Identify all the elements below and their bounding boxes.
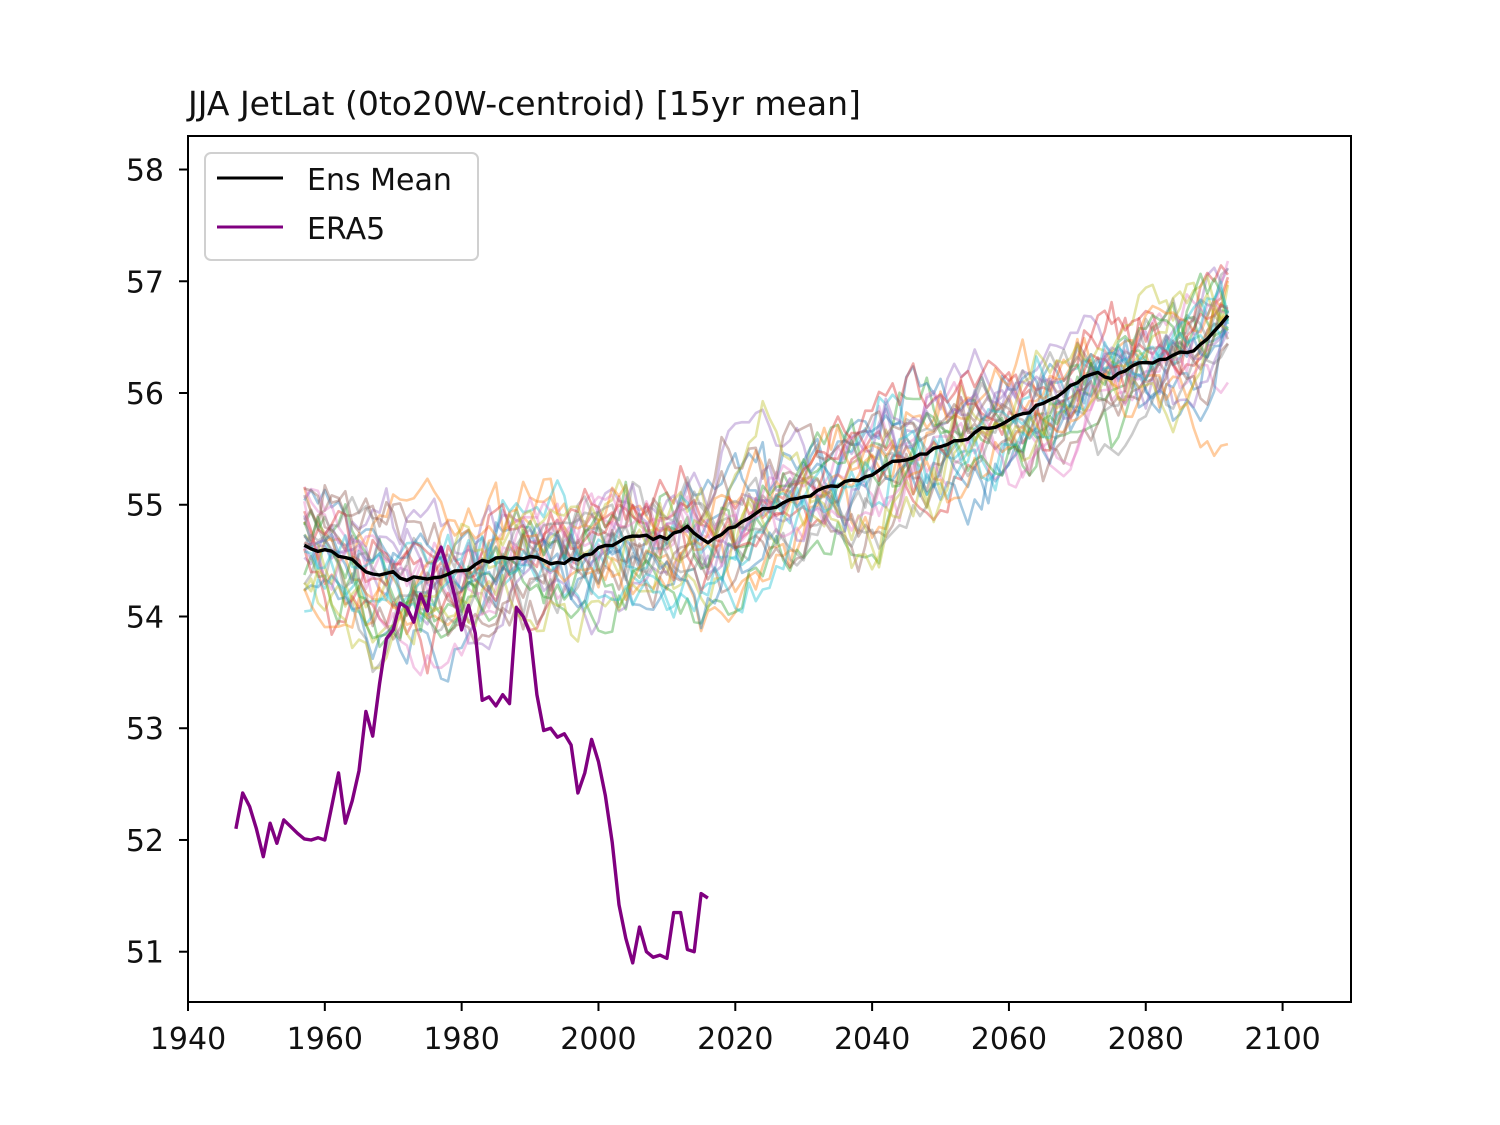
chart-title: JJA JetLat (0to20W-centroid) [15yr mean]	[186, 84, 861, 123]
y-tick-label: 56	[126, 377, 164, 412]
x-tick-label: 2000	[560, 1022, 636, 1057]
y-axis: 51 52 53 54 55 56 57 58	[126, 154, 188, 971]
ensemble-member-line	[303, 274, 1229, 644]
ensemble-member-line	[303, 327, 1229, 683]
y-tick-label: 57	[126, 265, 164, 300]
y-tick-label: 53	[126, 712, 164, 747]
legend-label-era5: ERA5	[307, 212, 385, 247]
era5-line	[234, 545, 709, 965]
x-tick-label: 2080	[1108, 1022, 1184, 1057]
ensemble-member-line	[303, 343, 1230, 674]
ensemble-member-line	[303, 301, 1229, 628]
ensemble-member-line	[303, 266, 1230, 626]
ensemble-member-line	[303, 264, 1229, 675]
y-tick-label: 51	[126, 936, 164, 971]
ensemble-member-line	[303, 293, 1229, 610]
ensemble-member-line	[304, 286, 1230, 627]
ensemble-member-line	[303, 307, 1229, 633]
x-axis: 1940 1960 1980 2000 2020 2040 2060 2080 2100	[150, 1002, 1321, 1057]
ensemble-member-line	[303, 267, 1229, 617]
ensemble-member-line	[303, 315, 1230, 636]
ensemble-member-line	[303, 304, 1229, 670]
ensemble-member-line	[303, 303, 1229, 595]
plot-frame	[187, 135, 1352, 1003]
x-tick-label: 2040	[834, 1022, 910, 1057]
ensemble-member-line	[303, 331, 1230, 651]
y-tick-label: 54	[126, 600, 164, 635]
legend: Ens Mean ERA5	[204, 152, 479, 261]
x-tick-label: 2020	[697, 1022, 773, 1057]
series-lines	[234, 314, 1230, 965]
x-tick-label: 2100	[1244, 1022, 1320, 1057]
ensemble-member-line	[303, 315, 1230, 630]
legend-label-ens-mean: Ens Mean	[307, 163, 452, 198]
ensemble-member-line	[304, 322, 1229, 613]
x-tick-label: 1980	[423, 1022, 499, 1057]
x-tick-label: 1960	[287, 1022, 363, 1057]
y-tick-label: 55	[126, 489, 164, 524]
y-tick-label: 52	[126, 824, 164, 859]
legend-box	[204, 152, 479, 261]
ensemble-member-line	[303, 322, 1230, 631]
ens-mean-line	[303, 314, 1230, 582]
ensemble-member-line	[303, 310, 1230, 617]
y-tick-label: 58	[126, 154, 164, 189]
ensemble-member-line	[303, 342, 1229, 646]
x-tick-label: 2060	[971, 1022, 1047, 1057]
x-tick-label: 1940	[150, 1022, 226, 1057]
ensemble-member-line	[303, 280, 1230, 629]
